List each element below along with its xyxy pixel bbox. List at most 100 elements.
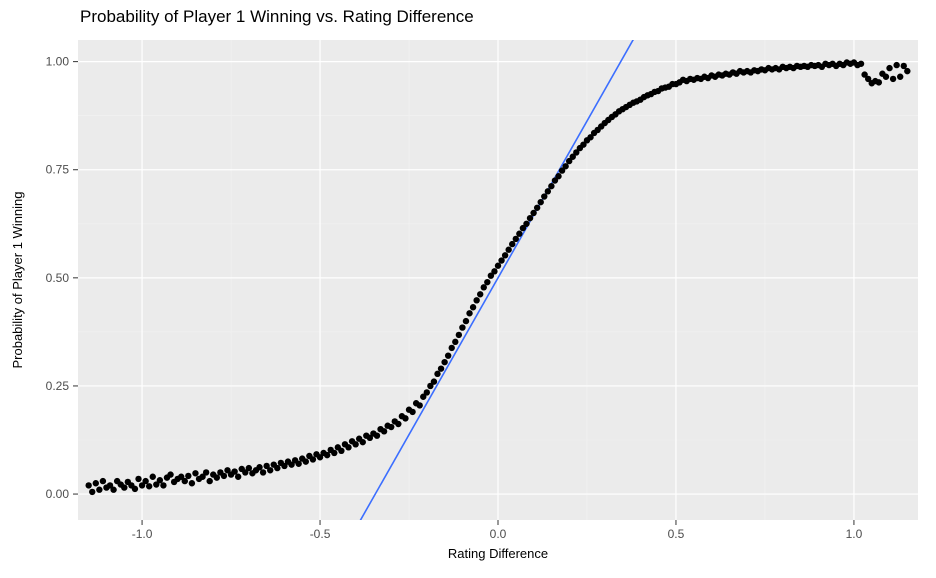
scatter-point [459, 324, 465, 330]
scatter-point [534, 205, 540, 211]
scatter-point [324, 452, 330, 458]
scatter-point [182, 478, 188, 484]
scatter-point [352, 441, 358, 447]
scatter-point [901, 63, 907, 69]
scatter-point [441, 359, 447, 365]
scatter-point [883, 74, 889, 80]
scatter-point [477, 291, 483, 297]
scatter-point [89, 489, 95, 495]
scatter-point [231, 468, 237, 474]
scatter-point [502, 252, 508, 258]
scatter-point [858, 61, 864, 67]
scatter-point [498, 257, 504, 263]
scatter-point [523, 221, 529, 227]
scatter-point [96, 487, 102, 493]
scatter-point [897, 74, 903, 80]
scatter-point [473, 297, 479, 303]
scatter-point [555, 173, 561, 179]
y-axis-label: Probability of Player 1 Winning [10, 191, 25, 368]
scatter-point [470, 304, 476, 310]
scatter-point [481, 284, 487, 290]
scatter-point [431, 378, 437, 384]
scatter-point [545, 188, 551, 194]
scatter-point [85, 482, 91, 488]
x-tick-label: 0.0 [490, 527, 507, 541]
scatter-point [893, 62, 899, 68]
scatter-point [388, 424, 394, 430]
scatter-point [409, 409, 415, 415]
scatter-point [214, 474, 220, 480]
scatter-point [256, 464, 262, 470]
x-tick-label: 0.5 [668, 527, 685, 541]
scatter-point [562, 163, 568, 169]
scatter-point [192, 470, 198, 476]
scatter-point [274, 465, 280, 471]
x-tick-label: -0.5 [310, 527, 331, 541]
scatter-point [267, 467, 273, 473]
scatter-point [295, 461, 301, 467]
scatter-point [150, 474, 156, 480]
scatter-point [484, 279, 490, 285]
scatter-point [466, 310, 472, 316]
scatter-point [463, 318, 469, 324]
scatter-point [331, 450, 337, 456]
scatter-point [121, 484, 127, 490]
scatter-point [495, 263, 501, 269]
scatter-point [876, 79, 882, 85]
scatter-point [132, 486, 138, 492]
scatter-point [246, 465, 252, 471]
scatter-point [303, 458, 309, 464]
scatter-point [374, 432, 380, 438]
scatter-point [206, 478, 212, 484]
y-tick-label: 0.00 [46, 487, 70, 501]
scatter-point [505, 247, 511, 253]
scatter-point [338, 448, 344, 454]
scatter-point [100, 478, 106, 484]
scatter-point [135, 476, 141, 482]
x-axis-label: Rating Difference [448, 546, 548, 561]
scatter-point [189, 480, 195, 486]
y-tick-label: 0.75 [46, 163, 70, 177]
scatter-point [360, 439, 366, 445]
scatter-point [527, 215, 533, 221]
scatter-point [541, 193, 547, 199]
scatter-point [93, 480, 99, 486]
chart-container: -1.0-0.50.00.51.00.000.250.500.751.00Pro… [0, 0, 936, 578]
scatter-point [530, 210, 536, 216]
scatter-point [445, 352, 451, 358]
scatter-point [221, 473, 227, 479]
scatter-point [890, 76, 896, 82]
scatter-point [548, 183, 554, 189]
scatter-point [185, 473, 191, 479]
scatter-point [509, 241, 515, 247]
scatter-point [424, 389, 430, 395]
scatter-point [345, 444, 351, 450]
scatter-point [167, 471, 173, 477]
scatter-point [203, 469, 209, 475]
scatter-point [416, 402, 422, 408]
scatter-point [142, 478, 148, 484]
y-tick-label: 1.00 [46, 55, 70, 69]
chart-title: Probability of Player 1 Winning vs. Rati… [80, 7, 474, 26]
x-tick-label: 1.0 [846, 527, 863, 541]
scatter-point [434, 371, 440, 377]
scatter-point [449, 345, 455, 351]
scatter-point [235, 474, 241, 480]
scatter-point [513, 236, 519, 242]
scatter-point [110, 487, 116, 493]
scatter-point [538, 199, 544, 205]
scatter-point [456, 332, 462, 338]
scatter-point [381, 428, 387, 434]
scatter-point [160, 482, 166, 488]
chart-svg: -1.0-0.50.00.51.00.000.250.500.751.00Pro… [0, 0, 936, 578]
scatter-point [395, 421, 401, 427]
scatter-point [310, 456, 316, 462]
scatter-point [452, 339, 458, 345]
scatter-point [402, 415, 408, 421]
scatter-point [886, 65, 892, 71]
scatter-point [516, 231, 522, 237]
scatter-point [157, 477, 163, 483]
scatter-point [904, 68, 910, 74]
y-tick-label: 0.50 [46, 271, 70, 285]
scatter-point [491, 268, 497, 274]
